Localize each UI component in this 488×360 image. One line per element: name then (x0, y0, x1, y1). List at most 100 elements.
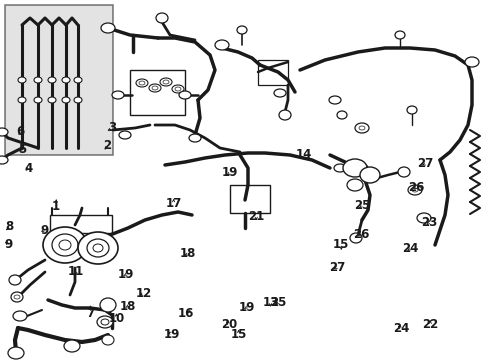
Ellipse shape (59, 240, 71, 250)
Text: 4: 4 (24, 162, 32, 175)
Text: 18: 18 (180, 247, 196, 260)
Text: 21: 21 (247, 210, 264, 222)
Ellipse shape (149, 84, 161, 92)
Text: 12: 12 (136, 287, 152, 300)
Ellipse shape (34, 97, 42, 103)
Ellipse shape (333, 164, 346, 172)
Ellipse shape (62, 97, 70, 103)
Ellipse shape (62, 77, 70, 83)
Ellipse shape (394, 31, 404, 39)
Text: 23: 23 (420, 216, 437, 229)
Ellipse shape (48, 77, 56, 83)
Text: 9: 9 (5, 238, 13, 251)
Ellipse shape (78, 232, 118, 264)
Text: 6: 6 (17, 125, 24, 138)
Bar (5, 5, 113, 155)
Text: 24: 24 (402, 242, 418, 255)
Ellipse shape (342, 159, 366, 177)
Text: 27: 27 (416, 157, 433, 170)
Text: 17: 17 (165, 197, 182, 210)
Ellipse shape (74, 97, 82, 103)
Ellipse shape (172, 85, 183, 93)
Ellipse shape (87, 239, 109, 257)
Text: 11: 11 (67, 265, 84, 278)
Ellipse shape (93, 244, 103, 252)
Ellipse shape (18, 77, 26, 83)
Text: 25: 25 (270, 296, 286, 309)
Bar (229, 185, 269, 213)
Ellipse shape (273, 89, 285, 97)
Ellipse shape (156, 13, 168, 23)
Ellipse shape (0, 128, 8, 136)
Ellipse shape (179, 91, 191, 99)
Text: 19: 19 (221, 166, 238, 179)
Ellipse shape (112, 91, 124, 99)
Ellipse shape (464, 57, 478, 67)
Text: 27: 27 (328, 261, 345, 274)
Text: 14: 14 (295, 148, 312, 161)
Text: 19: 19 (238, 301, 255, 314)
Text: 26: 26 (407, 181, 424, 194)
Text: 13: 13 (262, 296, 278, 309)
Ellipse shape (416, 213, 430, 223)
Ellipse shape (97, 316, 113, 328)
Ellipse shape (64, 340, 80, 352)
Ellipse shape (102, 335, 114, 345)
Ellipse shape (13, 311, 27, 321)
Ellipse shape (407, 185, 421, 195)
Ellipse shape (160, 78, 172, 86)
Text: 1: 1 (52, 201, 60, 213)
Text: 24: 24 (392, 322, 408, 335)
Text: 20: 20 (220, 318, 237, 330)
Ellipse shape (8, 347, 24, 359)
Text: 5: 5 (18, 143, 26, 156)
Text: 19: 19 (118, 268, 134, 281)
Bar (50, 215, 112, 233)
Ellipse shape (0, 156, 8, 164)
Text: 18: 18 (120, 300, 136, 312)
Text: 19: 19 (163, 328, 180, 341)
Ellipse shape (14, 295, 20, 299)
Ellipse shape (11, 292, 23, 302)
Ellipse shape (359, 167, 379, 183)
Text: 9: 9 (41, 224, 49, 237)
Ellipse shape (119, 131, 131, 139)
Ellipse shape (136, 79, 148, 87)
Ellipse shape (215, 40, 228, 50)
Ellipse shape (349, 233, 361, 243)
Text: 2: 2 (103, 139, 111, 152)
Ellipse shape (355, 164, 367, 172)
Ellipse shape (328, 96, 340, 104)
Text: 3: 3 (108, 121, 116, 134)
Ellipse shape (18, 97, 26, 103)
Text: 10: 10 (108, 312, 124, 325)
Ellipse shape (397, 167, 409, 177)
Ellipse shape (189, 134, 201, 142)
Ellipse shape (43, 227, 87, 263)
Ellipse shape (74, 77, 82, 83)
Ellipse shape (411, 188, 417, 192)
Bar (258, 60, 287, 85)
Ellipse shape (100, 298, 116, 312)
Ellipse shape (52, 234, 78, 256)
Ellipse shape (34, 77, 42, 83)
Text: 22: 22 (421, 318, 438, 330)
Ellipse shape (101, 23, 115, 33)
Ellipse shape (279, 110, 290, 120)
Ellipse shape (354, 123, 368, 133)
Ellipse shape (9, 275, 21, 285)
Ellipse shape (48, 97, 56, 103)
Ellipse shape (336, 111, 346, 119)
Text: 26: 26 (352, 228, 368, 240)
Ellipse shape (406, 106, 416, 114)
Text: 8: 8 (6, 220, 14, 233)
Ellipse shape (358, 126, 364, 130)
Text: 25: 25 (353, 199, 369, 212)
Ellipse shape (346, 179, 362, 191)
Text: 15: 15 (230, 328, 246, 341)
Text: 15: 15 (332, 238, 349, 251)
Ellipse shape (101, 319, 109, 325)
Ellipse shape (237, 26, 246, 34)
Bar (130, 70, 184, 115)
Text: 7: 7 (86, 307, 94, 320)
